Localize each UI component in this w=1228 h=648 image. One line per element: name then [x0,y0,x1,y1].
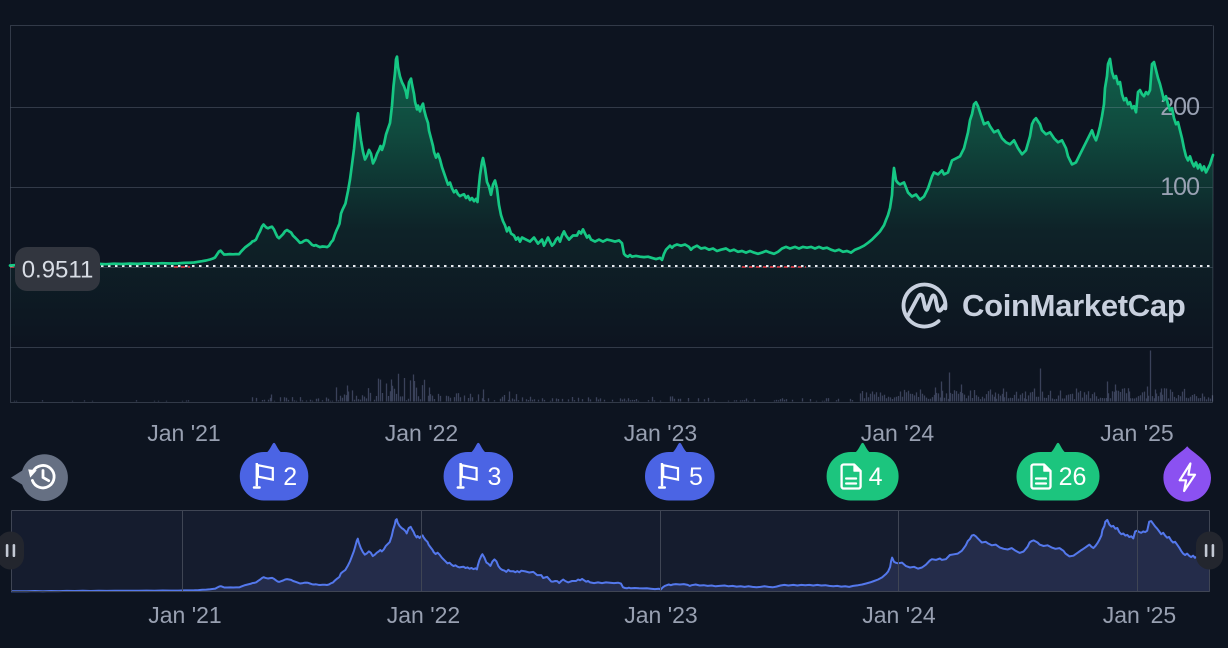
svg-text:Jan '25: Jan '25 [1103,602,1176,628]
svg-text:3: 3 [488,463,502,491]
svg-text:5: 5 [689,463,703,491]
svg-text:Jan '21: Jan '21 [148,602,221,628]
svg-text:2: 2 [283,463,297,491]
svg-text:Jan '22: Jan '22 [387,602,460,628]
svg-text:Jan '25: Jan '25 [1100,420,1173,446]
svg-text:0.9511: 0.9511 [22,257,94,284]
svg-text:Jan '24: Jan '24 [861,420,935,446]
svg-text:Jan '22: Jan '22 [385,420,458,446]
svg-text:100: 100 [1160,173,1199,201]
svg-text:Jan '24: Jan '24 [862,602,936,628]
svg-text:CoinMarketCap: CoinMarketCap [962,288,1185,323]
svg-text:26: 26 [1059,463,1087,491]
svg-text:Jan '23: Jan '23 [624,602,697,628]
svg-text:4: 4 [869,463,883,491]
svg-text:Jan '21: Jan '21 [147,420,220,446]
svg-text:Jan '23: Jan '23 [624,420,697,446]
